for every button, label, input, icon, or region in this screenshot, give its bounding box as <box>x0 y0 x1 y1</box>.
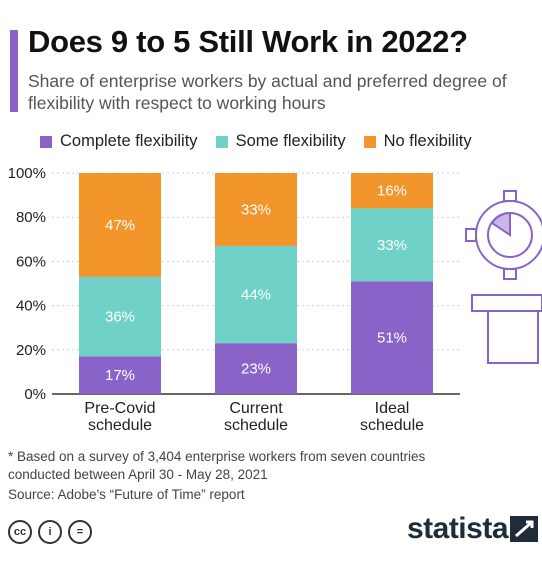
calendar-top-icon <box>471 294 542 312</box>
data-label: 33% <box>241 201 271 218</box>
no-derivatives-icon[interactable]: = <box>68 520 92 544</box>
y-tick-label: 60% <box>16 253 46 270</box>
chart-source: Source: Adobe's “Future of Time” report <box>8 487 245 502</box>
x-tick-label: Current <box>229 400 283 417</box>
x-tick-label: Ideal <box>375 400 410 417</box>
stacked-bar-chart: 0% 20% 40% 60% 80% 100% 17% 36% 47% 23% 44% 33% 51%… <box>8 165 542 434</box>
gear-clock-illustration <box>465 190 542 364</box>
data-label: 47% <box>105 217 135 234</box>
brand-logo[interactable]: statista <box>406 512 509 545</box>
gear-tooth <box>503 190 517 202</box>
data-label: 36% <box>105 309 135 326</box>
bar-segment-no-flexibility <box>351 173 433 209</box>
y-tick-label: 0% <box>24 386 46 403</box>
data-label: 33% <box>377 237 407 254</box>
license-icons: cc i = <box>8 520 92 544</box>
chart-subtitle: Share of enterprise workers by actual an… <box>28 71 507 113</box>
legend-label: Complete flexibility <box>60 132 198 150</box>
x-tick-label: schedule <box>88 417 152 434</box>
legend-swatch <box>40 135 52 148</box>
bar-segment-some-flexibility <box>215 245 297 344</box>
y-tick-label: 80% <box>16 209 46 226</box>
legend-item-complete-flexibility: Complete flexibility <box>40 132 198 151</box>
chart-title: Does 9 to 5 Still Work in 2022? <box>28 24 468 59</box>
cc-icon[interactable]: cc <box>8 520 32 544</box>
data-label: 17% <box>105 367 135 384</box>
bar-segment-no-flexibility <box>79 173 161 277</box>
bar-segment-complete-flexibility <box>351 281 433 394</box>
y-tick-label: 20% <box>16 342 46 359</box>
gear-tooth <box>465 228 477 242</box>
legend-label: Some flexibility <box>235 132 346 150</box>
legend-swatch <box>215 135 228 148</box>
y-axis-ticks: 0% 20% 40% 60% 80% 100% <box>8 165 46 403</box>
bar-segment-complete-flexibility <box>215 343 297 394</box>
bar-segment-some-flexibility <box>79 276 161 357</box>
statista-logo-icon <box>510 516 538 542</box>
title-accent-bar <box>10 30 18 112</box>
x-axis-ticks: Pre-CovidscheduleCurrentscheduleIdealsch… <box>84 400 424 434</box>
data-label: 16% <box>377 183 407 200</box>
x-tick-label: schedule <box>360 417 424 434</box>
gear-tooth <box>503 268 517 280</box>
legend-label: No flexibility <box>383 132 472 150</box>
data-label: 44% <box>241 287 271 304</box>
calendar-grid-icon <box>487 310 539 364</box>
attribution-icon[interactable]: i <box>38 520 62 544</box>
bar-segment-no-flexibility <box>215 173 297 246</box>
data-label: 51% <box>377 330 407 347</box>
legend-item-no-flexibility: No flexibility <box>363 132 472 151</box>
legend-swatch <box>363 135 376 148</box>
y-tick-label: 40% <box>16 298 46 315</box>
chart-footnote: * Based on a survey of 3,404 enterprise … <box>8 449 426 482</box>
chart-bars: 17% 36% 47% 23% 44% 33% 51% 33% 16% <box>79 173 433 394</box>
bar-segment-complete-flexibility <box>79 356 161 394</box>
x-tick-label: Pre-Covid <box>84 400 155 417</box>
clock-hand-icon <box>490 211 511 237</box>
data-label: 23% <box>241 361 271 378</box>
y-tick-label: 100% <box>8 165 46 182</box>
legend-item-some-flexibility: Some flexibility <box>215 132 346 151</box>
bar-segment-some-flexibility <box>351 208 433 282</box>
chart-legend: Complete flexibility Some flexibility No… <box>40 132 510 151</box>
x-tick-label: schedule <box>224 417 288 434</box>
